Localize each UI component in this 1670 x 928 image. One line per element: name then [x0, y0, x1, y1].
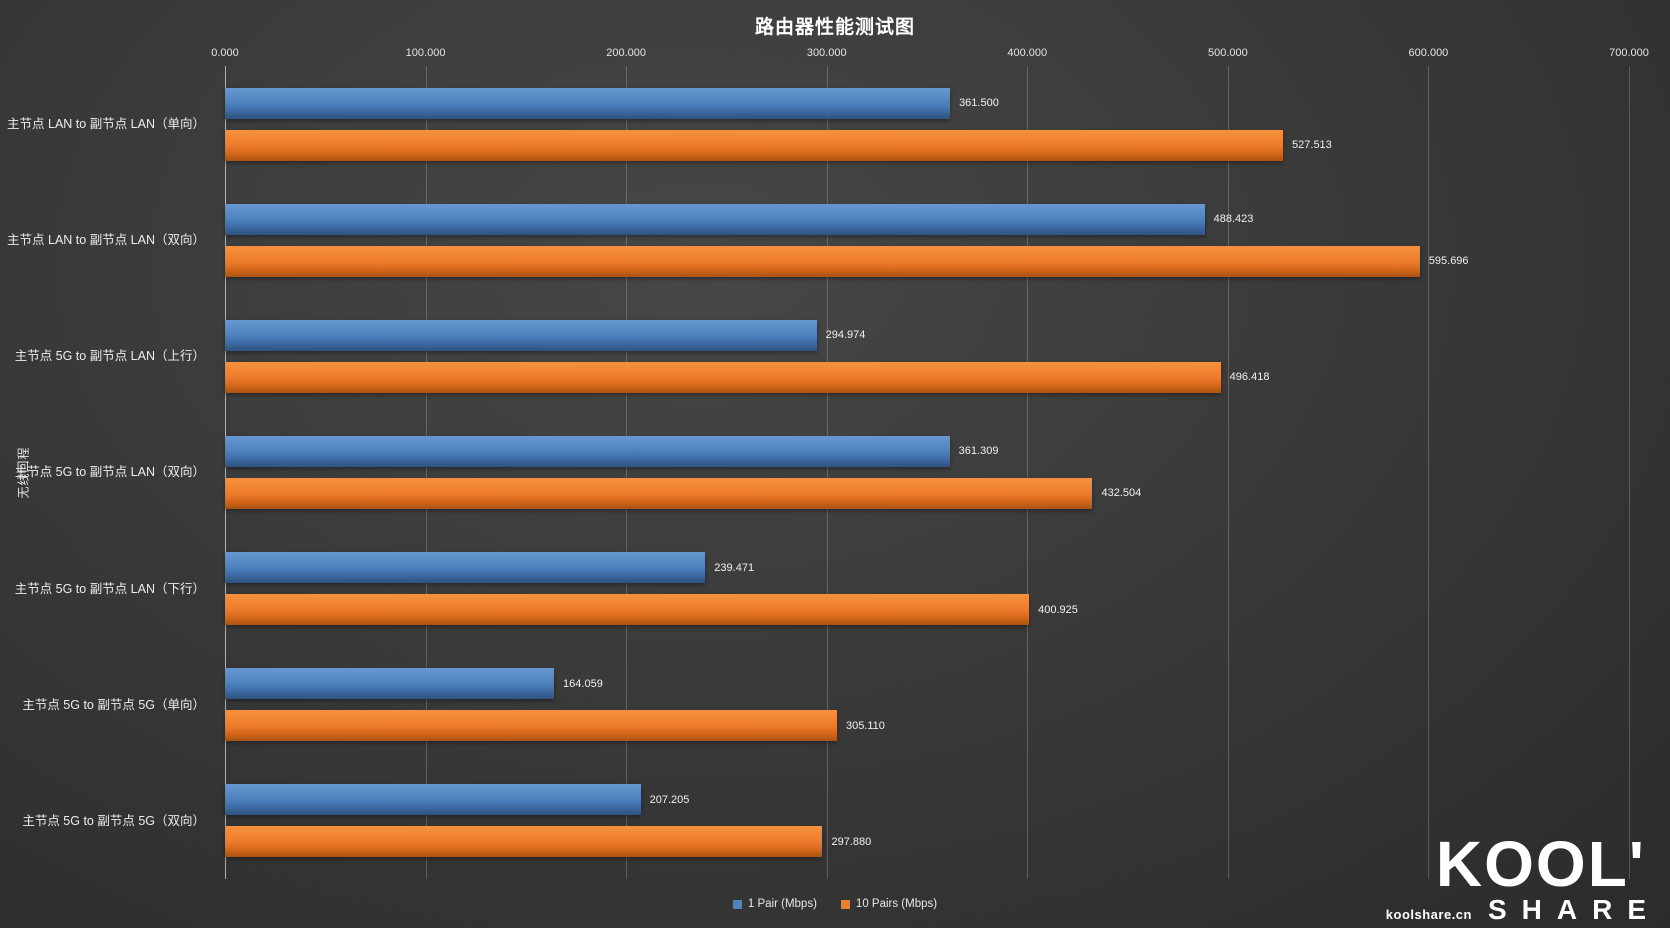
gridline — [425, 66, 427, 879]
category-row: 361.500 527.513 — [225, 66, 1629, 182]
category-label: 主节点 LAN to 副节点 LAN（单向） — [7, 116, 205, 131]
gridline — [1629, 66, 1630, 879]
bar-line: 527.513 — [225, 129, 1629, 161]
category-label: 主节点 5G to 副节点 LAN（双向） — [14, 465, 205, 480]
bar-value-label: 239.471 — [714, 561, 755, 574]
category-row: 488.423 595.696 — [225, 182, 1629, 298]
bar-1-pair — [225, 203, 1205, 235]
bar-value-label: 595.696 — [1428, 255, 1469, 268]
bar-value-label: 400.925 — [1038, 603, 1078, 616]
x-tick-label: 300.000 — [806, 47, 847, 59]
bar-line: 164.059 — [225, 668, 1629, 700]
bar-rows: 361.500 527.513 488.423 595.696 294.974 496.4… — [225, 66, 1629, 879]
bar-1-pair — [225, 668, 555, 700]
bar-10-pairs — [225, 826, 823, 858]
x-tick-label: 0.000 — [211, 47, 239, 59]
brand-watermark: KOOL' koolshare.cn SHARE — [1385, 828, 1646, 928]
bar-line: 239.471 — [225, 552, 1629, 584]
category-row: 239.471 400.925 — [225, 531, 1629, 647]
bar-value-label: 527.513 — [1292, 139, 1332, 152]
legend-label: 1 Pair (Mbps) — [747, 898, 817, 910]
x-tick-label: 600.000 — [1408, 47, 1449, 59]
bar-line: 432.504 — [225, 477, 1629, 509]
category-labels: 主节点 LAN to 副节点 LAN（单向） 主节点 LAN to 副节点 LAN… — [0, 66, 214, 879]
legend-swatch — [732, 899, 742, 909]
x-tick-label: 700.000 — [1609, 47, 1649, 59]
x-tick-label: 500.000 — [1207, 47, 1248, 59]
site-url: koolshare.cn — [1385, 907, 1472, 922]
bar-line: 305.110 — [225, 710, 1629, 742]
bar-value-label: 207.205 — [649, 793, 690, 806]
bar-line: 297.880 — [225, 826, 1629, 858]
category-row: 361.309 432.504 — [225, 414, 1629, 530]
gridline — [626, 66, 628, 879]
category-row: 294.974 496.418 — [225, 298, 1629, 414]
legend-swatch — [840, 899, 850, 909]
category-label: 主节点 5G to 副节点 LAN（下行） — [14, 581, 205, 596]
legend: 1 Pair (Mbps) 10 Pairs (Mbps) — [0, 898, 1670, 910]
brand-logo-text: KOOL' — [1435, 828, 1646, 901]
x-tick-label: 100.000 — [405, 47, 446, 59]
bar-line: 595.696 — [225, 245, 1629, 277]
category-label: 主节点 5G to 副节点 5G（双向） — [22, 813, 205, 828]
legend-item: 10 Pairs (Mbps) — [840, 898, 938, 910]
gridline — [1027, 66, 1029, 879]
chart-title: 路由器性能测试图 — [754, 17, 915, 38]
legend-label: 10 Pairs (Mbps) — [855, 898, 938, 910]
plot-area: 361.500 527.513 488.423 595.696 294.974 496.4… — [225, 66, 1630, 879]
bar-1-pair — [225, 435, 950, 467]
bar-10-pairs — [225, 594, 1030, 626]
gridline — [1227, 66, 1229, 879]
bar-value-label: 305.110 — [845, 719, 885, 732]
bar-10-pairs — [225, 361, 1221, 393]
bar-1-pair — [225, 319, 817, 351]
category-row: 164.059 305.110 — [225, 647, 1629, 763]
bar-line: 488.423 — [225, 203, 1629, 235]
y-axis-line — [225, 66, 226, 879]
bar-value-label: 164.059 — [563, 677, 603, 690]
x-tick-label: 400.000 — [1007, 47, 1048, 59]
bar-10-pairs — [225, 710, 837, 742]
bar-value-label: 432.504 — [1101, 487, 1142, 500]
bar-line: 361.500 — [225, 87, 1629, 119]
bar-10-pairs — [225, 129, 1284, 161]
category-label: 主节点 LAN to 副节点 LAN（双向） — [7, 233, 205, 248]
gridline — [1428, 66, 1430, 879]
bar-1-pair — [225, 87, 951, 119]
bar-line: 207.205 — [225, 784, 1629, 816]
bar-value-label: 488.423 — [1213, 213, 1254, 226]
bar-line: 361.309 — [225, 435, 1629, 467]
bar-value-label: 361.309 — [958, 445, 999, 458]
bar-10-pairs — [225, 245, 1420, 277]
bar-value-label: 361.500 — [959, 97, 999, 110]
bar-value-label: 297.880 — [831, 835, 872, 848]
bar-value-label: 294.974 — [825, 329, 866, 342]
bar-line: 400.925 — [225, 594, 1629, 626]
x-tick-label: 200.000 — [606, 47, 647, 59]
category-row: 207.205 297.880 — [225, 763, 1629, 879]
bar-line: 496.418 — [225, 361, 1629, 393]
bar-value-label: 496.418 — [1229, 371, 1270, 384]
gridline — [826, 66, 828, 879]
legend-item: 1 Pair (Mbps) — [732, 898, 817, 910]
category-label: 主节点 5G to 副节点 LAN（上行） — [14, 349, 205, 364]
bar-1-pair — [225, 552, 706, 584]
brand-logo-subtext: SHARE — [1487, 894, 1661, 925]
bar-line: 294.974 — [225, 319, 1629, 351]
category-label: 主节点 5G to 副节点 5G（单向） — [22, 697, 205, 712]
bar-1-pair — [225, 784, 641, 816]
bar-10-pairs — [225, 477, 1093, 509]
x-axis-ticks: 0.000 100.000 200.000 300.000 400.000 500.000… — [211, 47, 1649, 61]
